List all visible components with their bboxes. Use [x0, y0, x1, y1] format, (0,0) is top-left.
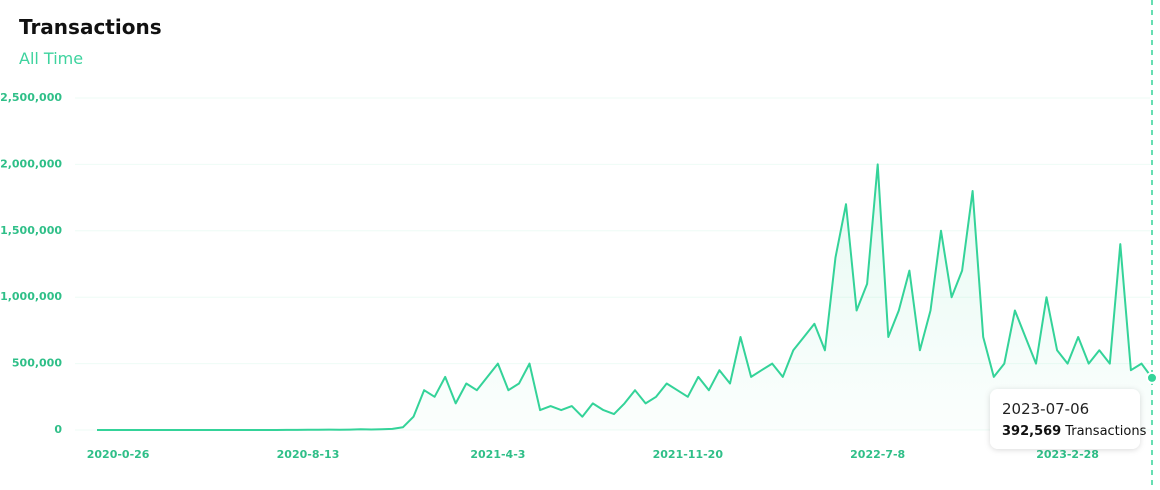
line	[97, 163, 1153, 431]
chart-subtitle: All Time	[19, 49, 83, 68]
tooltip-unit: Transactions	[1064, 424, 1146, 439]
y-tick-label: 1,500,000	[0, 224, 62, 237]
y-tick-label: 1,000,000	[0, 290, 62, 303]
tooltip-box	[990, 389, 1140, 449]
x-tick-label: 2021-11-20	[653, 448, 724, 461]
tooltip-number: 392,569	[1002, 424, 1061, 439]
x-tick-label: 2020-0-26	[87, 448, 150, 461]
x-tick-label: 2023-2-28	[1036, 448, 1099, 461]
y-tick-label: 500,000	[12, 357, 62, 370]
tooltip-date: 2023-07-06	[1002, 400, 1089, 418]
area	[97, 164, 1152, 430]
y-tick-label: 2,000,000	[0, 157, 62, 170]
x-tick-label: 2021-4-3	[470, 448, 525, 461]
x-tick-label: 2020-8-13	[277, 448, 340, 461]
hover-dot	[1146, 371, 1158, 384]
x-tick-label: 2022-7-8	[850, 448, 905, 461]
y-tick-label: 2,500,000	[0, 91, 62, 104]
chart-title: Transactions	[19, 15, 162, 39]
tooltip-value: 392,569 Transactions	[1002, 424, 1147, 439]
y-tick-label: 0	[54, 423, 62, 436]
